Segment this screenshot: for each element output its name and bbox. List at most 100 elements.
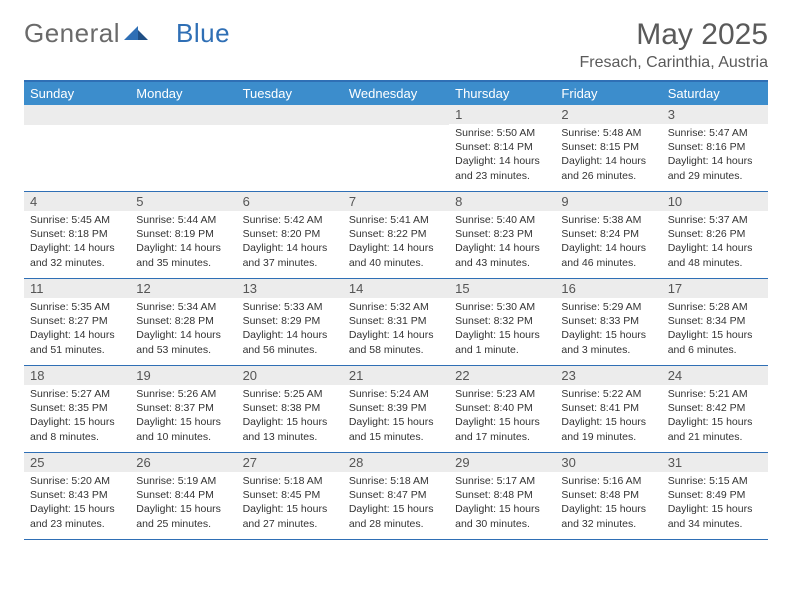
day-details: Sunrise: 5:21 AMSunset: 8:42 PMDaylight:… — [662, 385, 768, 448]
day-number: 5 — [130, 192, 236, 211]
day-number: 15 — [449, 279, 555, 298]
weekday-header: Sunday — [24, 82, 130, 105]
day-details: Sunrise: 5:47 AMSunset: 8:16 PMDaylight:… — [662, 124, 768, 187]
day-cell — [130, 105, 236, 191]
day-details: Sunrise: 5:45 AMSunset: 8:18 PMDaylight:… — [24, 211, 130, 274]
day-number: 20 — [237, 366, 343, 385]
day-cell: 15Sunrise: 5:30 AMSunset: 8:32 PMDayligh… — [449, 279, 555, 365]
day-number: 31 — [662, 453, 768, 472]
day-number: 16 — [555, 279, 661, 298]
weekday-header: Monday — [130, 82, 236, 105]
day-details: Sunrise: 5:17 AMSunset: 8:48 PMDaylight:… — [449, 472, 555, 535]
week-row: 25Sunrise: 5:20 AMSunset: 8:43 PMDayligh… — [24, 453, 768, 540]
day-number: 26 — [130, 453, 236, 472]
day-number: 19 — [130, 366, 236, 385]
header: General Blue May 2025 Fresach, Carinthia… — [24, 18, 768, 72]
weeks-container: 1Sunrise: 5:50 AMSunset: 8:14 PMDaylight… — [24, 105, 768, 540]
day-cell: 7Sunrise: 5:41 AMSunset: 8:22 PMDaylight… — [343, 192, 449, 278]
day-details: Sunrise: 5:48 AMSunset: 8:15 PMDaylight:… — [555, 124, 661, 187]
month-title: May 2025 — [579, 18, 768, 52]
day-number: 12 — [130, 279, 236, 298]
day-cell: 13Sunrise: 5:33 AMSunset: 8:29 PMDayligh… — [237, 279, 343, 365]
day-number: 30 — [555, 453, 661, 472]
day-cell: 19Sunrise: 5:26 AMSunset: 8:37 PMDayligh… — [130, 366, 236, 452]
day-details: Sunrise: 5:25 AMSunset: 8:38 PMDaylight:… — [237, 385, 343, 448]
week-row: 11Sunrise: 5:35 AMSunset: 8:27 PMDayligh… — [24, 279, 768, 366]
day-number — [130, 105, 236, 125]
day-cell — [237, 105, 343, 191]
day-details: Sunrise: 5:33 AMSunset: 8:29 PMDaylight:… — [237, 298, 343, 361]
day-number: 2 — [555, 105, 661, 124]
weekday-header: Saturday — [662, 82, 768, 105]
day-number — [24, 105, 130, 125]
day-cell: 31Sunrise: 5:15 AMSunset: 8:49 PMDayligh… — [662, 453, 768, 539]
day-details: Sunrise: 5:20 AMSunset: 8:43 PMDaylight:… — [24, 472, 130, 535]
day-number — [343, 105, 449, 125]
day-number: 7 — [343, 192, 449, 211]
day-number: 28 — [343, 453, 449, 472]
day-details: Sunrise: 5:29 AMSunset: 8:33 PMDaylight:… — [555, 298, 661, 361]
day-number: 21 — [343, 366, 449, 385]
day-details: Sunrise: 5:23 AMSunset: 8:40 PMDaylight:… — [449, 385, 555, 448]
day-number: 27 — [237, 453, 343, 472]
day-number — [237, 105, 343, 125]
day-details: Sunrise: 5:41 AMSunset: 8:22 PMDaylight:… — [343, 211, 449, 274]
weekday-header: Thursday — [449, 82, 555, 105]
logo: General Blue — [24, 18, 230, 49]
day-details: Sunrise: 5:40 AMSunset: 8:23 PMDaylight:… — [449, 211, 555, 274]
day-cell: 29Sunrise: 5:17 AMSunset: 8:48 PMDayligh… — [449, 453, 555, 539]
day-number: 22 — [449, 366, 555, 385]
weekday-header: Friday — [555, 82, 661, 105]
weekday-header: Tuesday — [237, 82, 343, 105]
weekday-header: Wednesday — [343, 82, 449, 105]
day-details: Sunrise: 5:19 AMSunset: 8:44 PMDaylight:… — [130, 472, 236, 535]
day-number: 9 — [555, 192, 661, 211]
day-cell — [343, 105, 449, 191]
day-cell: 2Sunrise: 5:48 AMSunset: 8:15 PMDaylight… — [555, 105, 661, 191]
day-number: 6 — [237, 192, 343, 211]
day-cell: 21Sunrise: 5:24 AMSunset: 8:39 PMDayligh… — [343, 366, 449, 452]
day-cell: 8Sunrise: 5:40 AMSunset: 8:23 PMDaylight… — [449, 192, 555, 278]
day-cell — [24, 105, 130, 191]
day-details: Sunrise: 5:32 AMSunset: 8:31 PMDaylight:… — [343, 298, 449, 361]
day-details: Sunrise: 5:37 AMSunset: 8:26 PMDaylight:… — [662, 211, 768, 274]
day-cell: 23Sunrise: 5:22 AMSunset: 8:41 PMDayligh… — [555, 366, 661, 452]
day-cell: 22Sunrise: 5:23 AMSunset: 8:40 PMDayligh… — [449, 366, 555, 452]
week-row: 18Sunrise: 5:27 AMSunset: 8:35 PMDayligh… — [24, 366, 768, 453]
day-number: 11 — [24, 279, 130, 298]
day-details: Sunrise: 5:44 AMSunset: 8:19 PMDaylight:… — [130, 211, 236, 274]
day-number: 17 — [662, 279, 768, 298]
day-details: Sunrise: 5:15 AMSunset: 8:49 PMDaylight:… — [662, 472, 768, 535]
location: Fresach, Carinthia, Austria — [579, 54, 768, 72]
calendar: SundayMondayTuesdayWednesdayThursdayFrid… — [24, 80, 768, 540]
day-cell: 25Sunrise: 5:20 AMSunset: 8:43 PMDayligh… — [24, 453, 130, 539]
day-cell: 14Sunrise: 5:32 AMSunset: 8:31 PMDayligh… — [343, 279, 449, 365]
day-details: Sunrise: 5:38 AMSunset: 8:24 PMDaylight:… — [555, 211, 661, 274]
day-details: Sunrise: 5:34 AMSunset: 8:28 PMDaylight:… — [130, 298, 236, 361]
day-number: 8 — [449, 192, 555, 211]
day-number: 13 — [237, 279, 343, 298]
day-cell: 20Sunrise: 5:25 AMSunset: 8:38 PMDayligh… — [237, 366, 343, 452]
day-number: 14 — [343, 279, 449, 298]
day-details: Sunrise: 5:18 AMSunset: 8:45 PMDaylight:… — [237, 472, 343, 535]
day-cell: 11Sunrise: 5:35 AMSunset: 8:27 PMDayligh… — [24, 279, 130, 365]
day-cell: 27Sunrise: 5:18 AMSunset: 8:45 PMDayligh… — [237, 453, 343, 539]
day-number: 4 — [24, 192, 130, 211]
day-cell: 17Sunrise: 5:28 AMSunset: 8:34 PMDayligh… — [662, 279, 768, 365]
day-cell: 28Sunrise: 5:18 AMSunset: 8:47 PMDayligh… — [343, 453, 449, 539]
day-cell: 4Sunrise: 5:45 AMSunset: 8:18 PMDaylight… — [24, 192, 130, 278]
day-cell: 1Sunrise: 5:50 AMSunset: 8:14 PMDaylight… — [449, 105, 555, 191]
day-cell: 16Sunrise: 5:29 AMSunset: 8:33 PMDayligh… — [555, 279, 661, 365]
day-number: 3 — [662, 105, 768, 124]
day-number: 25 — [24, 453, 130, 472]
logo-text-blue: Blue — [176, 18, 230, 49]
day-number: 18 — [24, 366, 130, 385]
title-block: May 2025 Fresach, Carinthia, Austria — [579, 18, 768, 72]
day-details: Sunrise: 5:26 AMSunset: 8:37 PMDaylight:… — [130, 385, 236, 448]
day-cell: 6Sunrise: 5:42 AMSunset: 8:20 PMDaylight… — [237, 192, 343, 278]
day-cell: 5Sunrise: 5:44 AMSunset: 8:19 PMDaylight… — [130, 192, 236, 278]
day-details: Sunrise: 5:18 AMSunset: 8:47 PMDaylight:… — [343, 472, 449, 535]
day-details: Sunrise: 5:35 AMSunset: 8:27 PMDaylight:… — [24, 298, 130, 361]
day-details: Sunrise: 5:22 AMSunset: 8:41 PMDaylight:… — [555, 385, 661, 448]
weekday-header-row: SundayMondayTuesdayWednesdayThursdayFrid… — [24, 82, 768, 105]
